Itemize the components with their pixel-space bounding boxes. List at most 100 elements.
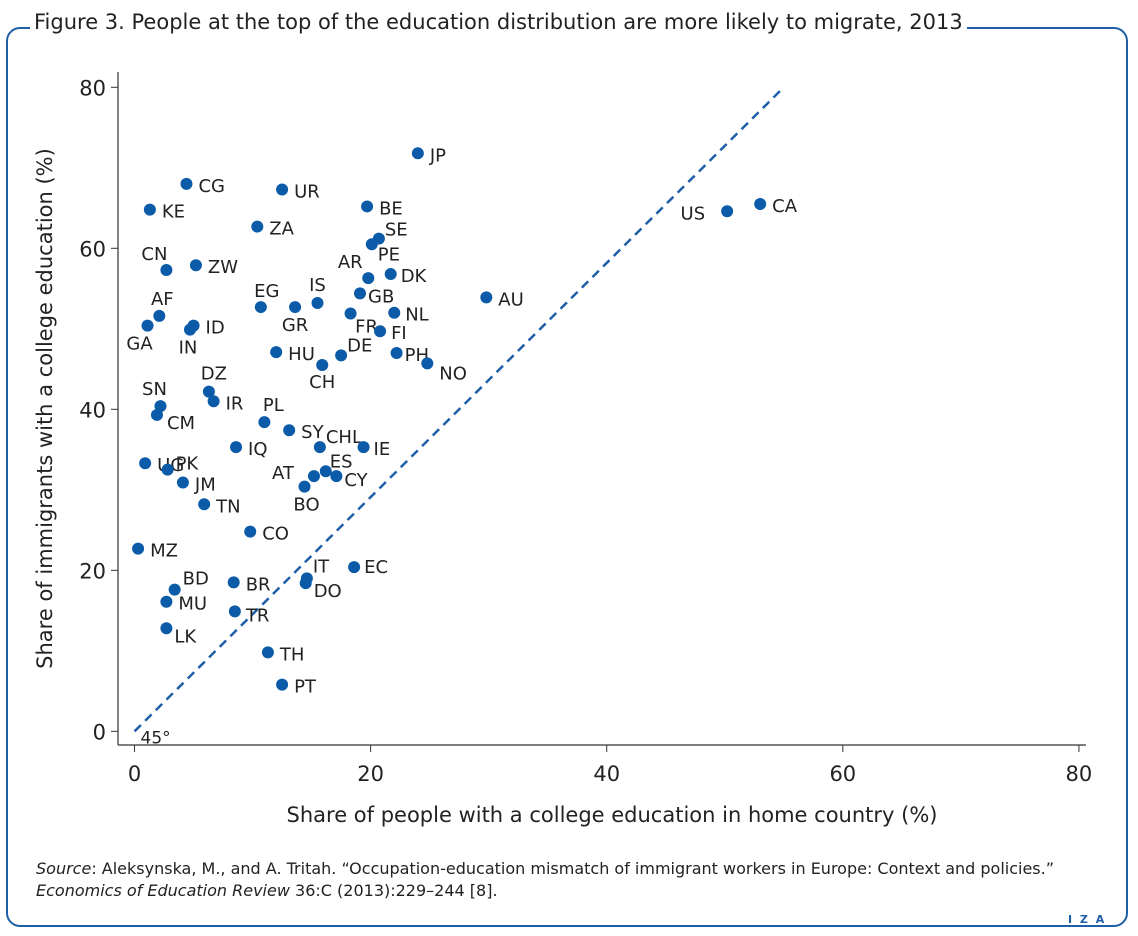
data-point [289, 301, 302, 314]
data-point [207, 395, 220, 408]
point-label: JM [194, 475, 216, 496]
point-label: CN [141, 244, 167, 265]
point-label: FI [391, 323, 407, 344]
y-tick-label: 40 [79, 398, 106, 422]
data-point [168, 583, 181, 596]
point-label: IE [374, 439, 391, 460]
source-label: Source [36, 859, 92, 878]
data-point [374, 325, 387, 338]
point-label: SN [142, 379, 167, 400]
data-point [361, 200, 374, 213]
data-point [276, 678, 289, 691]
point-label: CHL [326, 427, 362, 448]
point-label: AU [498, 289, 524, 310]
point-label: CY [344, 470, 368, 491]
point-label: CA [772, 196, 798, 217]
point-label: AR [338, 252, 363, 273]
data-point [150, 408, 163, 421]
data-point [160, 622, 173, 635]
data-point [261, 646, 274, 659]
source-journal: Economics of Education Review [36, 881, 290, 900]
point-label: UR [294, 182, 320, 203]
point-label: ES [330, 451, 353, 472]
data-point [354, 287, 366, 300]
data-point [160, 264, 173, 277]
data-point [298, 480, 311, 493]
point-label: AT [272, 463, 295, 484]
point-label: ID [206, 318, 225, 339]
point-label: MZ [150, 541, 178, 562]
point-label: EC [364, 557, 388, 578]
y-tick-label: 20 [79, 559, 106, 583]
point-label: SE [385, 220, 408, 241]
point-label: GR [282, 315, 308, 336]
data-point [411, 147, 424, 160]
data-point [335, 349, 348, 362]
point-label: SY [301, 422, 324, 443]
x-tick-label: 40 [593, 762, 620, 786]
source-text: 36:C (2013):229–244 [8]. [289, 881, 498, 900]
x-tick-label: 20 [357, 762, 384, 786]
data-point [258, 416, 271, 429]
point-label: BO [293, 495, 319, 516]
data-point [721, 205, 734, 218]
data-point [161, 463, 174, 476]
point-label: MU [178, 594, 207, 615]
point-label: AF [151, 289, 174, 310]
chart-title: Figure 3. People at the top of the educa… [30, 10, 967, 34]
point-label: PK [176, 454, 200, 475]
data-point [480, 291, 493, 304]
point-label: DZ [201, 364, 227, 385]
data-point [230, 441, 243, 454]
point-label: CO [262, 524, 289, 545]
point-label: IQ [248, 439, 267, 460]
point-label: PL [263, 395, 284, 416]
point-label: FR [355, 317, 378, 338]
data-point [283, 424, 296, 437]
point-label: PT [294, 677, 317, 698]
x-axis-label: Share of people with a college education… [287, 803, 938, 827]
data-point [311, 297, 324, 310]
data-point [421, 357, 434, 370]
point-label: HU [288, 344, 315, 365]
point-label: ZW [208, 257, 238, 278]
data-point [344, 307, 357, 320]
point-label: TH [279, 644, 305, 665]
data-point [180, 177, 193, 190]
data-point [132, 542, 145, 555]
data-point [189, 259, 202, 272]
data-point [276, 183, 289, 196]
point-label: TR [245, 605, 270, 626]
data-point [313, 441, 326, 454]
point-label: NO [439, 363, 467, 384]
source-note: Source: Aleksynska, M., and A. Tritah. “… [36, 858, 1106, 902]
data-point [365, 238, 378, 251]
x-tick-label: 60 [829, 762, 856, 786]
reference-label: 45° [141, 728, 171, 748]
point-label: EG [254, 281, 279, 302]
point-label: IT [313, 556, 330, 577]
point-label: LK [174, 626, 197, 647]
source-text: : Aleksynska, M., and A. Tritah. “Occupa… [91, 859, 1055, 878]
point-label: DO [314, 581, 342, 602]
y-tick-label: 80 [79, 76, 106, 100]
data-point [384, 268, 397, 281]
y-tick-label: 0 [93, 720, 106, 744]
data-point [176, 476, 189, 489]
data-point [141, 319, 154, 332]
data-point [299, 577, 312, 590]
data-point [160, 595, 173, 608]
x-tick-label: 0 [128, 762, 141, 786]
point-label: BE [379, 198, 403, 219]
point-label: CH [309, 372, 335, 393]
y-axis-label: Share of immigrants with a college educa… [33, 148, 57, 669]
data-point [143, 203, 156, 216]
data-point [228, 605, 241, 618]
data-point [139, 457, 152, 470]
point-label: CM [167, 413, 195, 434]
data-point [198, 498, 211, 511]
data-point [330, 470, 343, 483]
point-label: DK [401, 266, 428, 287]
point-label: CG [198, 176, 225, 197]
